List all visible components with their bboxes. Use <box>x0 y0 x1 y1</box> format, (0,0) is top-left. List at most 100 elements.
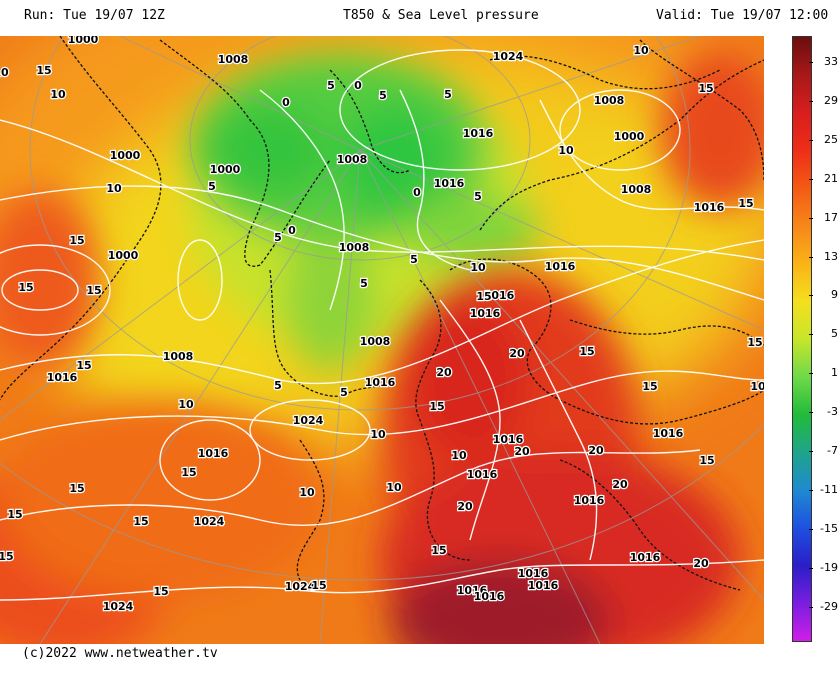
temperature-label: 15 <box>579 345 594 358</box>
temperature-label: 0 <box>413 186 421 199</box>
temperature-label: 20 <box>509 347 525 360</box>
pressure-label: 1016 <box>545 260 576 273</box>
forecast-map: 1000 1008 1024 1008 1000 1016 1008 1016 1000 1000… <box>0 36 764 644</box>
colorbar-tick: 33 <box>809 55 840 68</box>
temperature-label: 20 <box>436 366 452 379</box>
temperature-label: 10 <box>178 398 194 411</box>
run-time-label: Run: Tue 19/07 12Z <box>24 8 165 23</box>
temperature-label: 10 <box>451 449 467 462</box>
colorbar-tick: -19 <box>809 561 840 574</box>
temperature-label: 15 <box>181 466 196 479</box>
colorbar-tick: 25 <box>809 133 840 146</box>
pressure-label: 1024 <box>194 515 225 528</box>
temperature-label: 10 <box>106 182 122 195</box>
pressure-label: 1008 <box>360 335 391 348</box>
temperature-colorbar <box>792 36 812 642</box>
graticule <box>0 36 764 644</box>
pressure-label: 1024 <box>103 600 134 613</box>
pressure-label: 1016 <box>630 551 661 564</box>
temperature-label: 5 <box>379 89 387 102</box>
pressure-label: 1016 <box>198 447 229 460</box>
pressure-label: 1000 <box>614 130 645 143</box>
temperature-label: 10 <box>299 486 315 499</box>
temperature-label: 20 <box>514 445 530 458</box>
pressure-label: 1008 <box>163 350 194 363</box>
pressure-label: 1024 <box>285 580 316 593</box>
temperature-label: 5 <box>274 231 282 244</box>
pressure-label: 1016 <box>493 433 524 446</box>
pressure-label: 1000 <box>68 36 99 46</box>
temperature-label: 0 <box>354 79 362 92</box>
temperature-label: 10 <box>558 144 574 157</box>
temperature-labels: 1010151510500551050101550515510151551515… <box>0 43 764 600</box>
temperature-label: 20 <box>693 557 709 570</box>
pressure-label: 1000 <box>108 249 139 262</box>
colorbar-tick: 13 <box>809 250 840 263</box>
pressure-label: 1016 <box>694 201 725 214</box>
colorbar-tick: 21 <box>809 172 840 185</box>
temperature-label: 15 <box>69 234 84 247</box>
temperature-label: 10 <box>50 88 66 101</box>
pressure-label: 1016 <box>574 494 605 507</box>
temperature-label: 15 <box>699 454 714 467</box>
colorbar-tick: 1 <box>809 366 840 379</box>
pressure-label: 1008 <box>339 241 370 254</box>
pressure-label: 1016 <box>528 579 559 592</box>
temperature-label: 15 <box>7 508 22 521</box>
pressure-label: 1016 <box>457 584 488 597</box>
pressure-label: 1000 <box>210 163 241 176</box>
pressure-label: 1016 <box>47 371 78 384</box>
pressure-label: 1024 <box>493 50 524 63</box>
temperature-label: 15 <box>76 359 91 372</box>
pressure-label: 1008 <box>621 183 652 196</box>
temperature-label: 5 <box>474 190 482 203</box>
contour-lines <box>0 49 764 601</box>
temperature-label: 15 <box>133 515 148 528</box>
temperature-label: 15 <box>153 585 168 598</box>
colorbar-tick: -7 <box>809 444 840 457</box>
pressure-label: 1016 <box>474 590 505 603</box>
colorbar-tick: 29 <box>809 94 840 107</box>
temperature-label: 15 <box>69 482 84 495</box>
pressure-label: 1016 <box>467 468 498 481</box>
temperature-label: 15 <box>18 281 33 294</box>
pressure-label: 1008 <box>337 153 368 166</box>
colorbar-tick: 9 <box>809 288 840 301</box>
pressure-label: 1016 <box>470 307 501 320</box>
temperature-label: 15 <box>0 550 14 563</box>
field-green-greenland <box>210 105 330 195</box>
temperature-label: 10 <box>370 428 386 441</box>
temperature-label: 5 <box>360 277 368 290</box>
colorbar-tick: -11 <box>809 483 840 496</box>
chart-title: T850 & Sea Level pressure <box>343 8 539 23</box>
field-green-lobe <box>285 230 375 370</box>
colorbar-tick: 17 <box>809 211 840 224</box>
temperature-label: 5 <box>444 88 452 101</box>
temperature-label: 15 <box>311 579 326 592</box>
temperature-label: 15 <box>431 544 446 557</box>
pressure-label: 1008 <box>218 53 249 66</box>
pressure-label: 1016 <box>365 376 396 389</box>
pressure-label: 1016 <box>518 567 549 580</box>
field-orange-atlantic <box>0 400 320 600</box>
pressure-label: 1016 <box>434 177 465 190</box>
temperature-label: 5 <box>340 386 348 399</box>
pressure-label: 1008 <box>594 94 625 107</box>
temperature-label: 10 <box>750 380 764 393</box>
temperature-label: 20 <box>457 500 473 513</box>
temperature-label: 10 <box>0 66 9 79</box>
temperature-label: 10 <box>386 481 402 494</box>
temperature-label: 20 <box>588 444 604 457</box>
temperature-label: 5 <box>274 379 282 392</box>
pressure-label: 1016 <box>653 427 684 440</box>
coastlines <box>0 36 764 591</box>
colorbar-tick: -3 <box>809 405 840 418</box>
pressure-label: 1016 <box>484 289 515 302</box>
temperature-label: 15 <box>747 336 762 349</box>
temperature-label: 0 <box>288 224 296 237</box>
temperature-label: 15 <box>476 290 491 303</box>
field-red-east <box>660 50 764 210</box>
temperature-label: 15 <box>738 197 753 210</box>
temperature-label: 15 <box>698 82 713 95</box>
